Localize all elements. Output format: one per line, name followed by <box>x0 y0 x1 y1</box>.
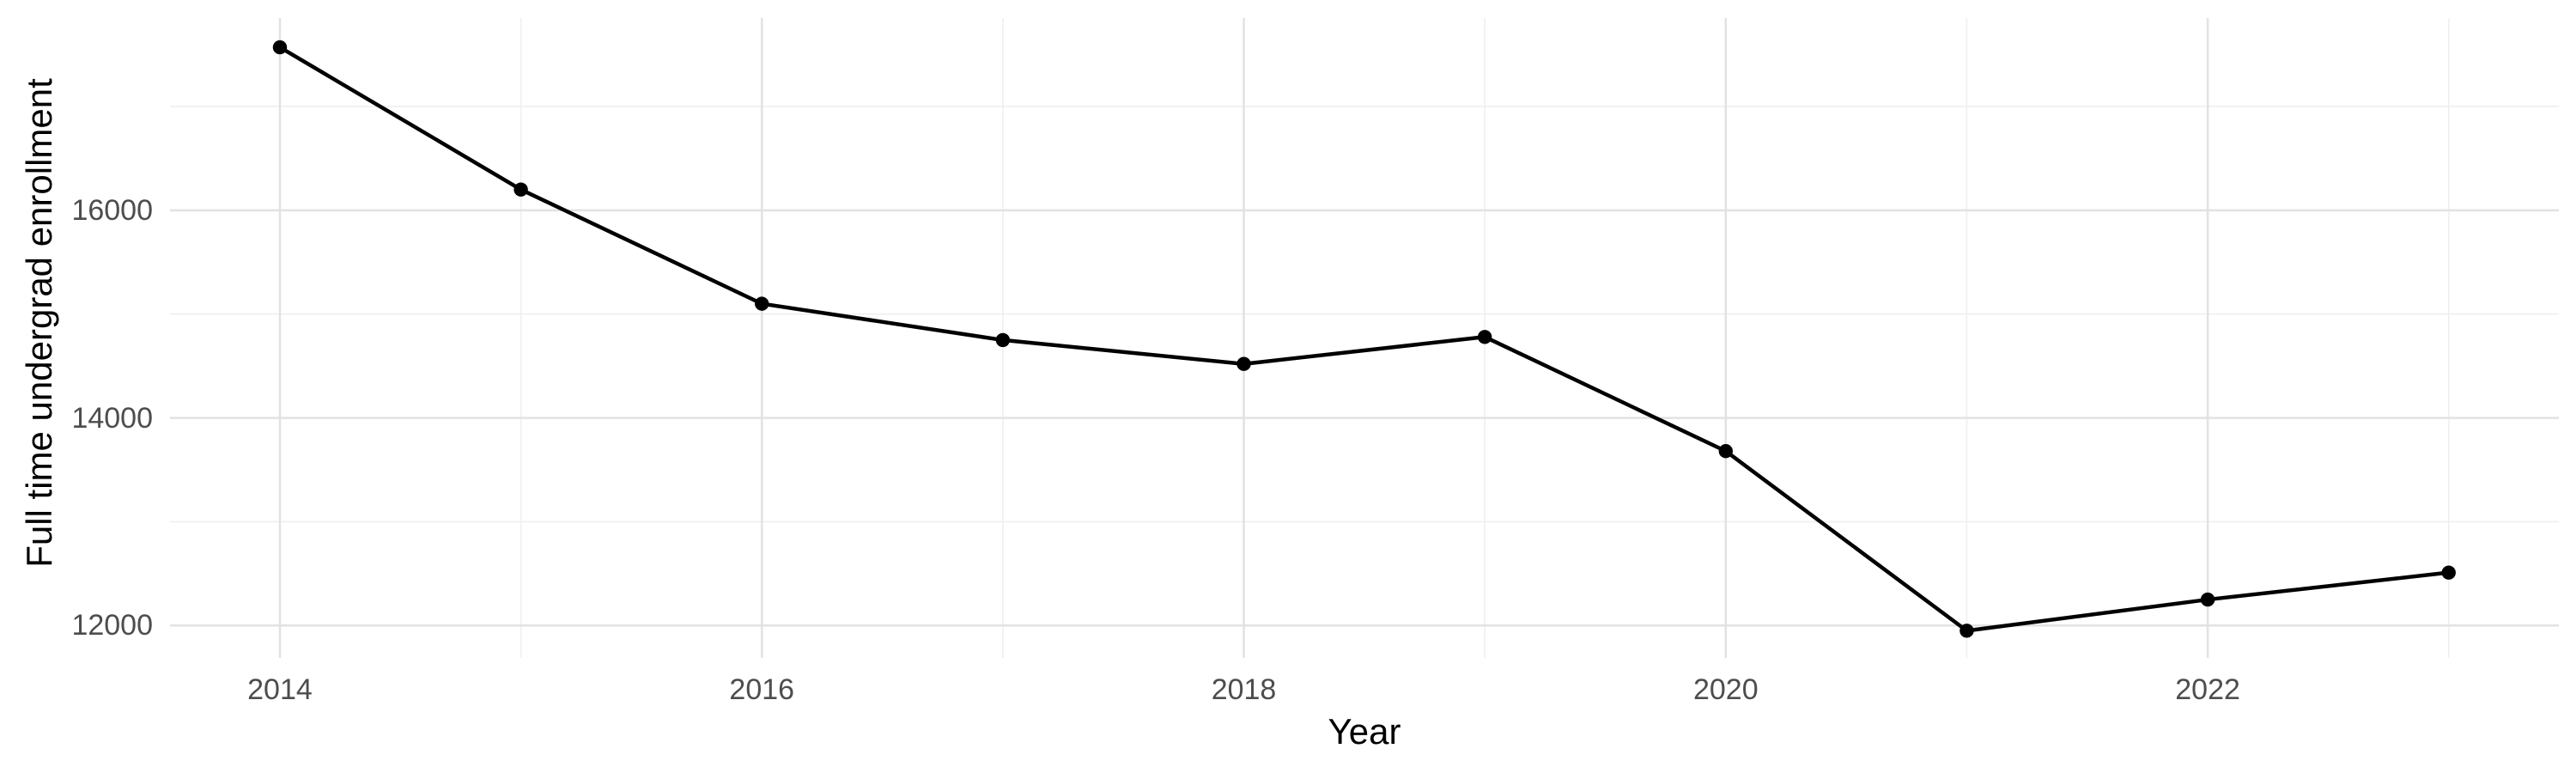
y-axis-title: Full time undergrad enrollment <box>19 78 59 568</box>
data-point <box>1236 356 1251 371</box>
data-point <box>2441 565 2456 580</box>
x-tick-label: 2020 <box>1692 673 1759 706</box>
y-tick-label: 12000 <box>71 609 153 642</box>
data-point <box>755 296 769 311</box>
data-point <box>513 182 528 197</box>
series-line <box>277 45 2451 633</box>
data-point <box>272 40 288 55</box>
data-point <box>1718 444 1734 459</box>
x-axis-title: Year <box>1327 711 1401 752</box>
x-tick-label: 2014 <box>247 673 313 706</box>
data-point <box>995 332 1011 348</box>
data-point <box>1959 624 1974 638</box>
data-point <box>2200 592 2215 607</box>
y-tick-label: 16000 <box>71 193 153 227</box>
x-tick-label: 2022 <box>2175 673 2240 706</box>
x-tick-label: 2018 <box>1211 673 1277 706</box>
data-point <box>1477 330 1492 344</box>
y-tick-label: 14000 <box>71 401 153 435</box>
x-tick-label: 2016 <box>729 673 795 706</box>
